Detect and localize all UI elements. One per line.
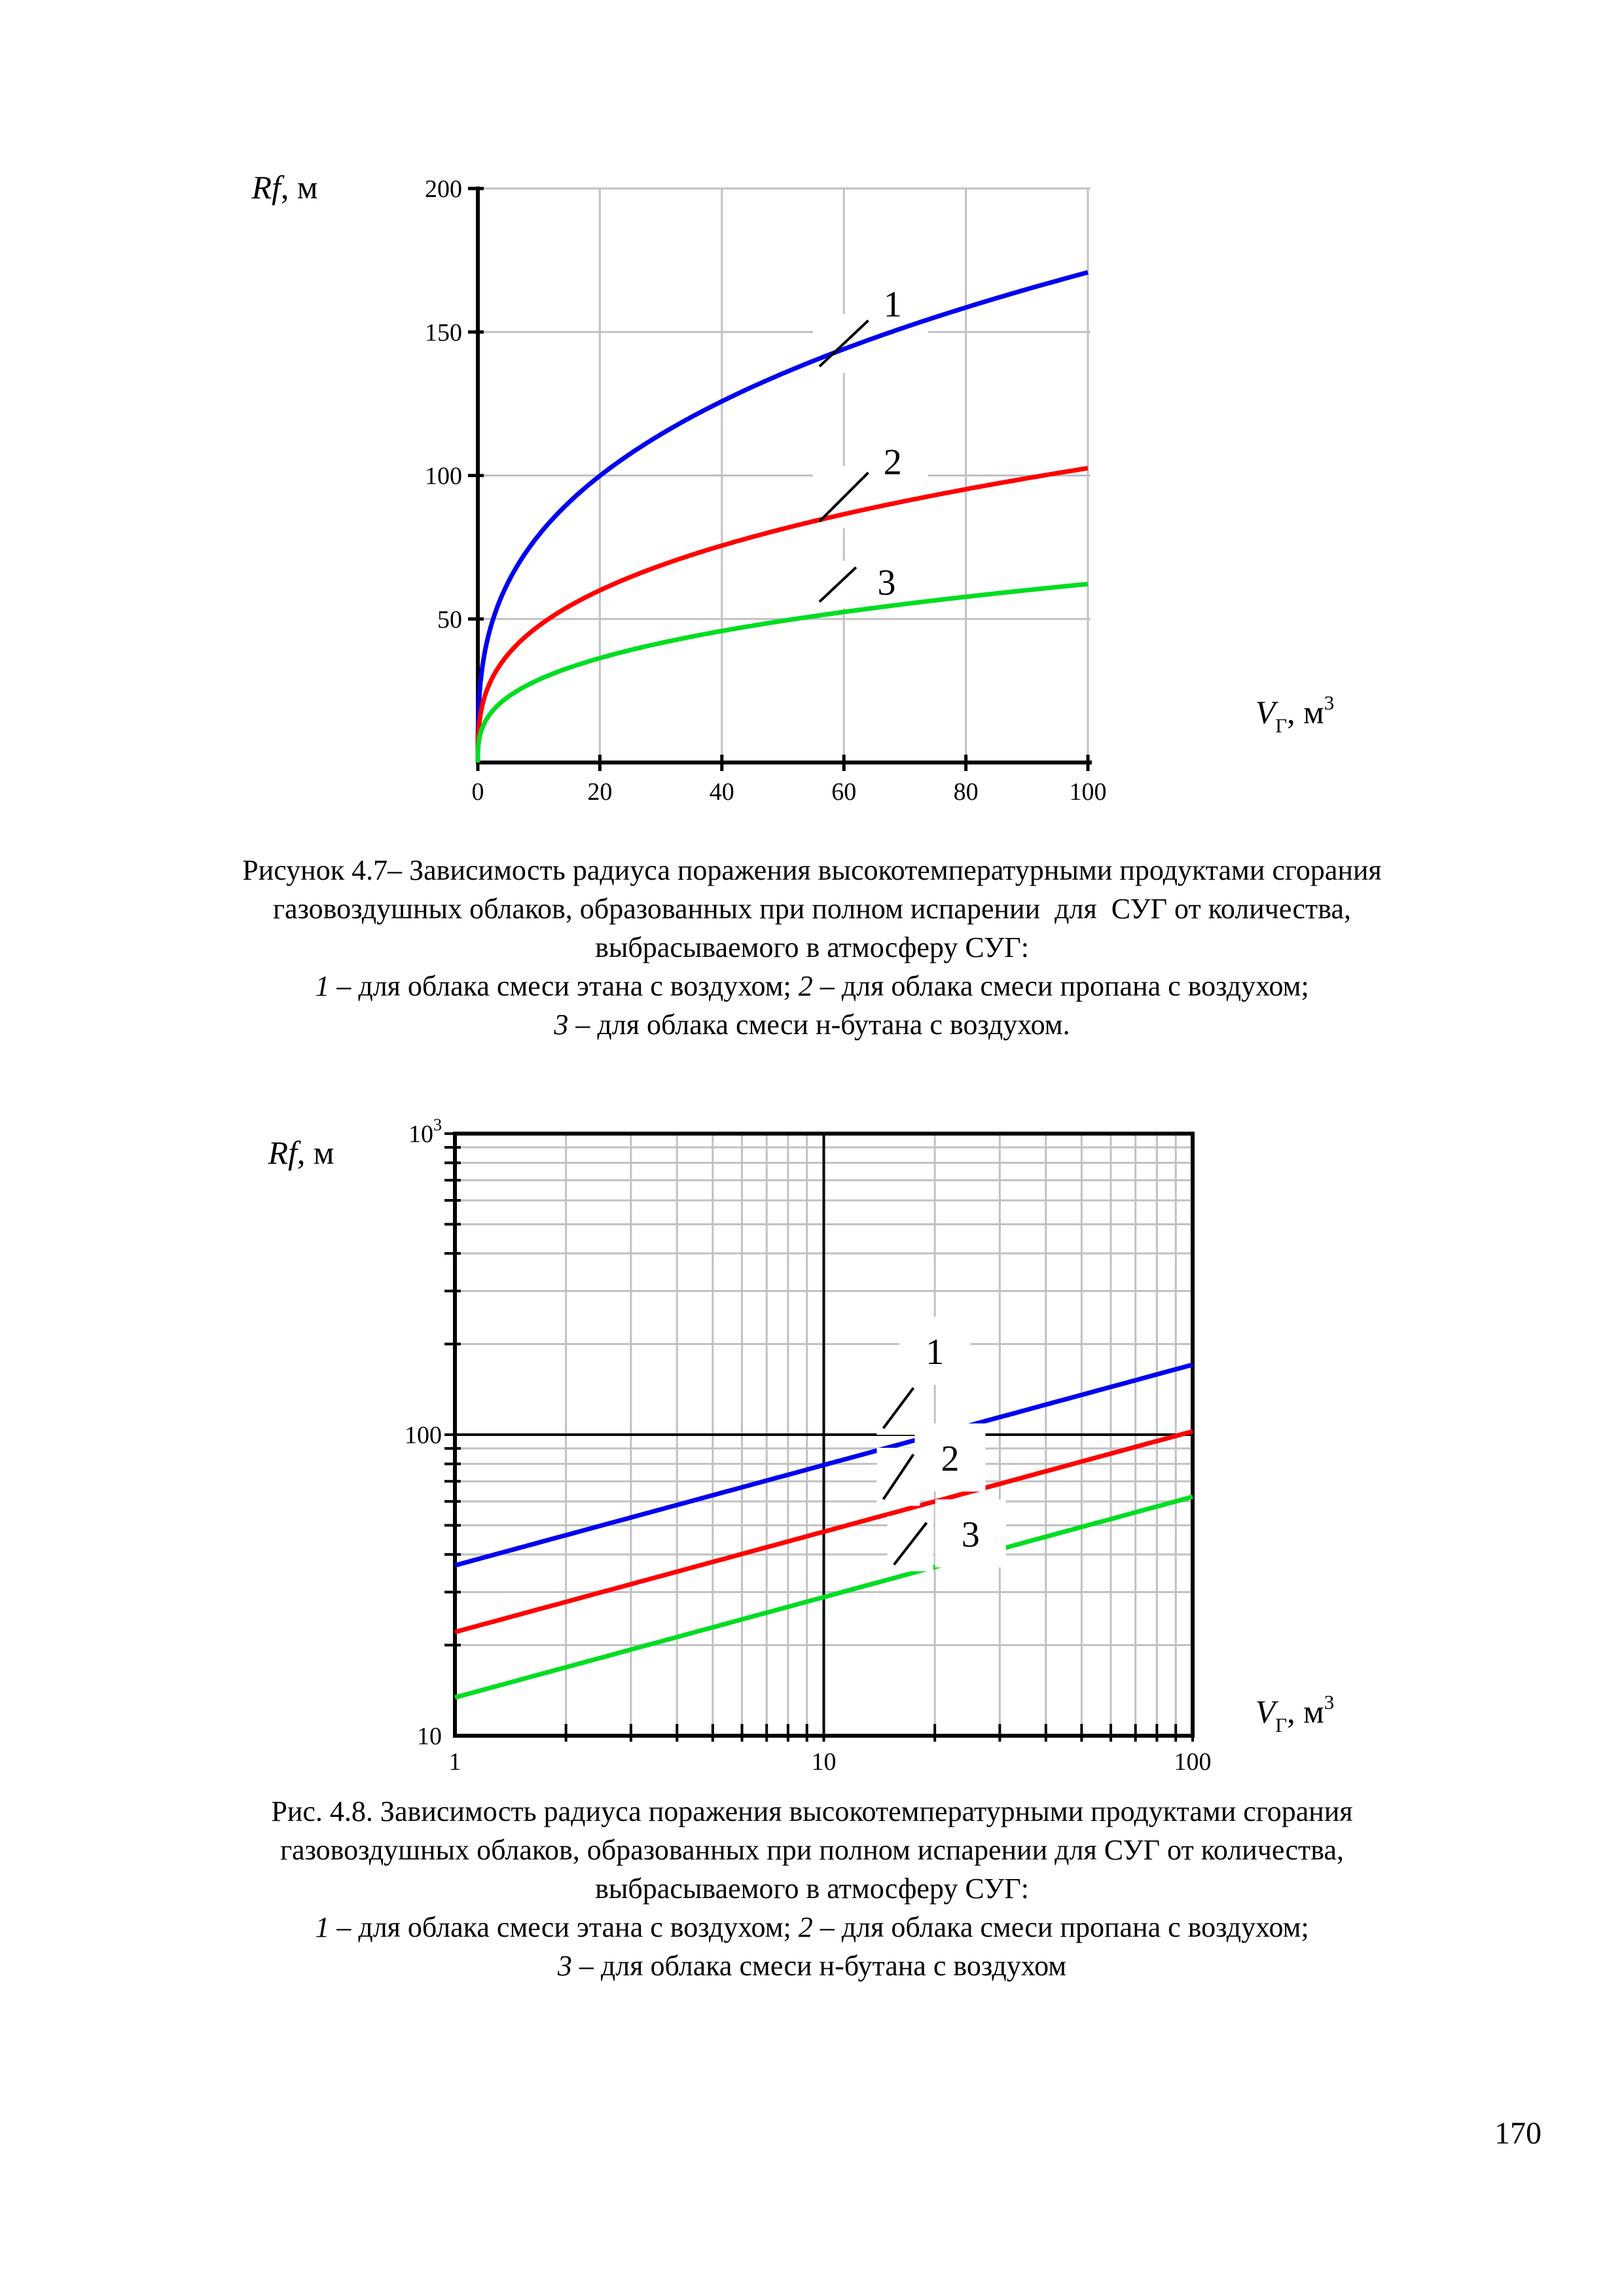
curve-number-label: 2 xyxy=(884,442,902,483)
x-axis-title: VГ, м3 xyxy=(1255,1691,1335,1736)
x-tick-label: 20 xyxy=(587,778,612,806)
figure1-caption-line: газовоздушных облаков, образованных при … xyxy=(272,893,1352,925)
y-tick-label: 50 xyxy=(437,606,462,634)
axis-title-segment: V xyxy=(1255,1693,1279,1730)
curve-number-label: 1 xyxy=(926,1332,944,1372)
axis-title-segment: Г xyxy=(1275,1713,1287,1736)
curve-pointer-line xyxy=(882,1387,915,1429)
x-tick-label: 80 xyxy=(954,778,979,806)
page-number: 170 xyxy=(1494,2116,1542,2151)
curve-pointer-line xyxy=(893,1522,928,1566)
figure2-caption-line: 1 – для облака смеси этана с воздухом; 2… xyxy=(315,1911,1309,1943)
figure1-caption: Рисунок 4.7– Зависимость радиуса поражен… xyxy=(0,851,1624,1044)
figure2-caption-line: выбрасываемого в атмосферу СУГ: xyxy=(595,1873,1029,1905)
curve-label-mask xyxy=(935,1499,1006,1568)
y-tick-label: 200 xyxy=(425,175,462,203)
curve-annotations: 1 2 3 xyxy=(818,284,902,603)
axis-title-segment: 3 xyxy=(1324,691,1335,714)
curve-number-label: 1 xyxy=(884,284,902,325)
curve-pointer-line xyxy=(818,471,869,523)
figure2-caption-line: газовоздушных облаков, образованных при … xyxy=(280,1834,1344,1866)
axes xyxy=(444,1132,1195,1742)
x-tick-label: 10 xyxy=(812,1748,837,1776)
curves xyxy=(454,1362,1193,1700)
figure1-caption-line: Рисунок 4.7– Зависимость радиуса поражен… xyxy=(242,854,1382,886)
x-tick-label: 60 xyxy=(831,778,856,806)
y-axis-title: Rf, м xyxy=(267,1134,334,1171)
curve-3-n-butane xyxy=(475,581,1089,762)
axis-title-segment: , м xyxy=(297,1134,334,1171)
curve-label-mask xyxy=(899,1316,971,1385)
axis-title-segment: , м xyxy=(1287,1693,1324,1730)
curve-annotations: 1 23 xyxy=(882,1332,980,1566)
curve-2-propane xyxy=(454,1429,1193,1634)
axis-title-segment: Г xyxy=(1275,714,1287,737)
axis-title-segment: , м xyxy=(1287,694,1324,730)
y-tick-label: 150 xyxy=(425,319,462,346)
tick-labels: 10 100 103 1 10 100 xyxy=(405,1115,1212,1776)
curve-number-label: 2 xyxy=(941,1439,959,1479)
axes xyxy=(468,187,1092,771)
curve-2-propane xyxy=(475,465,1089,762)
y-tick-label: 10 xyxy=(417,1723,442,1750)
x-tick-label: 0 xyxy=(472,778,484,806)
x-tick-label: 100 xyxy=(1174,1748,1212,1776)
curve-label-mask xyxy=(914,1423,986,1492)
y-tick-label: 100 xyxy=(425,463,462,490)
grid-lines xyxy=(478,187,1091,762)
axis-title-segment: Rf xyxy=(267,1134,301,1171)
curve-1-ethane xyxy=(475,270,1089,762)
x-tick-label: 100 xyxy=(1070,778,1107,806)
figure1-caption-line: 3 – для облака смеси н-бутана с воздухом… xyxy=(554,1009,1070,1041)
curve-pointer-line xyxy=(818,566,857,603)
axis-title-segment: , м xyxy=(281,169,318,206)
curve-pointer-line xyxy=(882,1454,915,1500)
axis-title-segment: Rf xyxy=(251,169,285,206)
x-tick-label: 40 xyxy=(710,778,734,806)
figure2-caption-line: Рис. 4.8. Зависимость радиуса поражения … xyxy=(271,1795,1353,1827)
curve-number-label: 3 xyxy=(962,1515,980,1555)
x-axis-title: VГ, м3 xyxy=(1255,691,1335,737)
curve-pointer-line xyxy=(818,319,869,368)
curve-number-label: 3 xyxy=(877,563,895,603)
figure1-caption-line: выбрасываемого в атмосферу СУГ: xyxy=(595,931,1029,963)
axis-title-segment: 3 xyxy=(1324,1691,1335,1713)
y-axis-title: Rf, м xyxy=(251,169,317,206)
axis-title-segment: V xyxy=(1255,694,1279,730)
y-tick-label: 100 xyxy=(405,1422,442,1449)
x-tick-label: 1 xyxy=(449,1748,461,1776)
tick-labels: 50 100 150 200 0 20 40 60 80 100 xyxy=(425,175,1107,806)
curve-1-ethane xyxy=(454,1362,1193,1568)
curves xyxy=(475,270,1089,762)
figure2-caption-line: 3 – для облака смеси н-бутана с воздухом xyxy=(557,1950,1067,1982)
y-tick-label: 103 xyxy=(408,1115,442,1148)
annotation-masks xyxy=(812,269,928,616)
curve-3-n-butane xyxy=(454,1494,1193,1700)
figure2-caption: Рис. 4.8. Зависимость радиуса поражения … xyxy=(0,1792,1624,1985)
figure1-caption-line: 1 – для облака смеси этана с воздухом; 2… xyxy=(315,970,1309,1002)
